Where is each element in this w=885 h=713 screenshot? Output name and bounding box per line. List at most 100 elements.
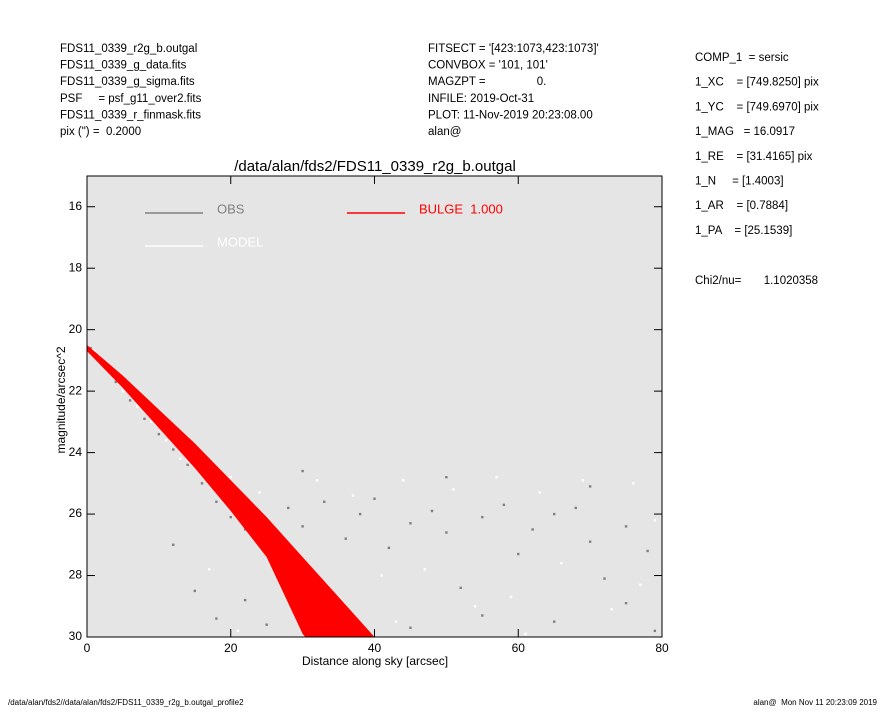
header-line: alan@ bbox=[428, 126, 461, 138]
data-point bbox=[624, 601, 628, 605]
data-point bbox=[552, 512, 556, 516]
data-point bbox=[517, 552, 520, 556]
data-point bbox=[445, 531, 448, 534]
header-line: MAGZPT = 0. bbox=[428, 76, 546, 88]
data-point bbox=[473, 605, 477, 608]
data-point bbox=[157, 432, 161, 436]
data-point bbox=[128, 399, 132, 402]
data-point bbox=[136, 405, 139, 408]
y-tick-label: 16 bbox=[69, 199, 83, 213]
data-point bbox=[150, 420, 153, 424]
data-point bbox=[236, 629, 240, 633]
data-point bbox=[358, 512, 362, 516]
data-point bbox=[143, 417, 146, 420]
fit-parameter: 1_YC = [749.6970] pix bbox=[695, 101, 819, 113]
data-point bbox=[581, 479, 585, 482]
data-point bbox=[646, 549, 649, 553]
data-point bbox=[394, 620, 398, 623]
data-point bbox=[653, 519, 657, 522]
data-point bbox=[459, 586, 462, 590]
data-point bbox=[265, 623, 268, 626]
data-point bbox=[351, 494, 355, 497]
header-line: CONVBOX = '101, 101' bbox=[428, 60, 548, 72]
header-line: FDS11_0339_r_finmask.fits bbox=[60, 109, 201, 121]
header-line: INFILE: 2019-Oct-31 bbox=[428, 93, 534, 105]
data-point bbox=[560, 562, 563, 565]
data-point bbox=[481, 515, 484, 519]
x-axis-label: Distance along sky [arcsec] bbox=[302, 654, 448, 668]
y-tick-label: 24 bbox=[69, 445, 83, 459]
legend-label: BULGE 1.000 bbox=[419, 201, 503, 216]
header-line: FDS11_0339_r2g_b.outgal bbox=[60, 43, 197, 55]
x-tick-label: 40 bbox=[368, 641, 382, 655]
data-point bbox=[315, 479, 319, 482]
data-point bbox=[193, 589, 197, 593]
header-line: FDS11_0339_g_data.fits bbox=[60, 60, 187, 72]
data-point bbox=[430, 509, 434, 513]
y-tick-label: 26 bbox=[69, 506, 83, 520]
data-point bbox=[524, 632, 527, 636]
fit-parameter: 1_N = [1.4003] bbox=[695, 176, 784, 188]
data-point bbox=[387, 546, 391, 550]
model-band bbox=[87, 345, 375, 637]
data-point bbox=[445, 475, 448, 479]
data-point bbox=[481, 614, 484, 617]
chart-title: /data/alan/fds2/FDS11_0339_r2g_b.outgal bbox=[234, 158, 516, 175]
legend-label: MODEL bbox=[217, 234, 263, 249]
data-point bbox=[179, 457, 182, 460]
data-point bbox=[495, 475, 498, 479]
data-point bbox=[409, 626, 412, 629]
data-point bbox=[172, 543, 175, 546]
fit-parameter: 1_PA = [25.1539] bbox=[695, 225, 792, 237]
data-point bbox=[207, 568, 211, 571]
data-point bbox=[452, 488, 455, 491]
header-line: PSF = psf_g11_over2.fits bbox=[60, 93, 202, 105]
data-point bbox=[409, 522, 412, 525]
data-point bbox=[610, 608, 613, 611]
fit-parameter: 1_MAG = 16.0917 bbox=[695, 126, 795, 138]
chi2: Chi2/nu= 1.1020358 bbox=[695, 275, 818, 287]
footer-right: alan@ Mon Nov 11 20:23:09 2019 bbox=[753, 698, 877, 707]
data-point bbox=[243, 598, 247, 602]
data-point bbox=[322, 500, 326, 503]
data-point bbox=[200, 482, 204, 485]
data-point bbox=[258, 491, 261, 494]
fit-parameter: 1_AR = [0.7884] bbox=[695, 200, 788, 212]
data-point bbox=[172, 448, 175, 451]
data-point bbox=[531, 528, 534, 531]
data-point bbox=[186, 463, 189, 467]
data-point bbox=[229, 475, 232, 479]
y-tick-label: 30 bbox=[69, 629, 83, 643]
fit-parameter: 1_RE = [31.4165] pix bbox=[695, 151, 813, 163]
x-tick-label: 0 bbox=[84, 641, 91, 655]
data-point bbox=[344, 537, 347, 540]
data-point bbox=[423, 568, 427, 571]
marks bbox=[87, 345, 657, 637]
data-point bbox=[632, 482, 635, 485]
data-point bbox=[373, 497, 376, 500]
data-point bbox=[653, 629, 657, 633]
data-point bbox=[552, 620, 556, 623]
header-line: FITSECT = '[423:1073,423:1073]' bbox=[428, 43, 599, 55]
x-tick-label: 80 bbox=[655, 641, 669, 655]
data-point bbox=[624, 525, 628, 528]
y-tick-label: 18 bbox=[69, 260, 83, 274]
header-line: pix (") = 0.2000 bbox=[60, 126, 141, 138]
header-line: PLOT: 11-Nov-2019 20:23:08.00 bbox=[428, 109, 593, 121]
data-point bbox=[380, 574, 383, 577]
x-tick-label: 20 bbox=[224, 641, 238, 655]
data-point bbox=[588, 540, 592, 543]
data-point bbox=[502, 503, 506, 507]
fit-parameter: COMP_1 = sersic bbox=[695, 52, 789, 64]
legend-label: OBS bbox=[217, 201, 245, 216]
data-point bbox=[639, 583, 642, 586]
data-point bbox=[588, 485, 592, 488]
data-point bbox=[243, 528, 247, 531]
data-point bbox=[301, 469, 304, 473]
data-point bbox=[229, 515, 232, 519]
data-point bbox=[114, 380, 117, 384]
data-point bbox=[538, 491, 542, 494]
y-tick-label: 22 bbox=[69, 383, 83, 397]
data-point bbox=[215, 617, 218, 620]
